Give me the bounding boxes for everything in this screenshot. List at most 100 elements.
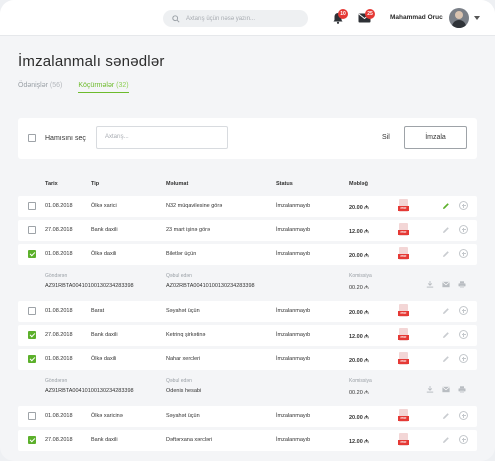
currency-symbol: ₼	[364, 253, 369, 259]
add-circle-icon[interactable]	[459, 201, 468, 210]
tab-label: Köçürmələr	[78, 82, 115, 89]
table-row[interactable]: 01.08.2018 Barat Səyahət üçün İmzalanmayıb 2…	[18, 301, 477, 322]
table-row[interactable]: 27.08.2018 Bank daxili 23 mart işinə görə İ…	[18, 220, 477, 241]
row-amount: 20.00 ₼	[349, 251, 369, 259]
mail-icon[interactable]	[442, 386, 450, 393]
top-bar: Axtarış üçün nəsə yazın... 10 25 Mahamma…	[0, 0, 495, 36]
table-row[interactable]: 27.08.2018 Bank daxili Ketrinq şirkətinə İm…	[18, 325, 477, 346]
add-circle-icon[interactable]	[459, 225, 468, 234]
tab-bar: Ödənişlər (56) Köçürmələr (32)	[18, 82, 129, 93]
row-date: 01.08.2018	[45, 251, 73, 257]
table-row[interactable]: 01.08.2018 Ölkə daxili Nahar xercleri İmzal…	[18, 349, 477, 370]
row-amount-value: 20.00	[349, 310, 363, 316]
row-checkbox[interactable]	[28, 250, 36, 258]
edit-pencil-icon[interactable]	[442, 250, 450, 258]
row-checkbox[interactable]	[28, 412, 36, 420]
row-checkbox[interactable]	[28, 307, 36, 315]
row-amount-value: 12.00	[349, 439, 363, 445]
print-icon[interactable]	[458, 386, 466, 393]
pdf-file-icon[interactable]: PDF	[398, 223, 409, 237]
delete-button[interactable]: Sil	[382, 134, 390, 141]
row-amount-value: 20.00	[349, 415, 363, 421]
add-circle-icon[interactable]	[459, 249, 468, 258]
currency-symbol: ₼	[364, 334, 369, 340]
receiver-label: Qəbul edən	[166, 273, 192, 279]
add-circle-icon[interactable]	[459, 354, 468, 363]
table-row[interactable]: 01.08.2018 Ölkə xaricinə Səyahət üçün İmzal…	[18, 406, 477, 427]
row-checkbox[interactable]	[28, 202, 36, 210]
edit-pencil-icon[interactable]	[442, 226, 450, 234]
pdf-file-icon[interactable]: PDF	[398, 433, 409, 447]
currency-symbol: ₼	[364, 285, 369, 291]
pdf-file-icon[interactable]: PDF	[398, 409, 409, 423]
row-status: İmzalanmayıb	[276, 356, 311, 362]
pdf-label: PDF	[398, 311, 409, 316]
avatar[interactable]	[449, 8, 469, 28]
table-row[interactable]: 01.08.2018 Ölkə daxili Biletlər üçün İmzala…	[18, 244, 477, 265]
sign-button[interactable]: İmzala	[404, 126, 467, 149]
global-search-input[interactable]: Axtarış üçün nəsə yazın...	[163, 10, 308, 27]
print-icon[interactable]	[458, 281, 466, 288]
row-info: N32 müqavilesine görə	[166, 203, 223, 209]
add-circle-icon[interactable]	[459, 330, 468, 339]
row-amount: 12.00 ₼	[349, 227, 369, 235]
row-type: Ölkə daxili	[91, 251, 117, 257]
commission-value: 00.20 ₼	[349, 388, 369, 396]
row-date: 27.08.2018	[45, 332, 73, 338]
pdf-label: PDF	[398, 359, 409, 364]
add-circle-icon[interactable]	[459, 435, 468, 444]
tab-count: (56)	[49, 82, 63, 89]
row-type: Ölkə xarici	[91, 203, 117, 209]
select-all-label: Hamısını seç	[45, 135, 86, 142]
row-status: İmzalanmayıb	[276, 203, 311, 209]
table-row[interactable]: 27.08.2018 Bank daxili Dəftərxana xərcləri…	[18, 430, 477, 451]
row-checkbox[interactable]	[28, 355, 36, 363]
column-header-type: Tip	[91, 181, 100, 187]
currency-symbol: ₼	[364, 205, 369, 211]
sender-account: AZ91RBTA00410100130234283398	[45, 388, 134, 394]
row-date: 01.08.2018	[45, 203, 73, 209]
edit-pencil-icon[interactable]	[442, 412, 450, 420]
row-amount-value: 12.00	[349, 229, 363, 235]
column-header-info: Məlumat	[166, 181, 189, 187]
tab-payments[interactable]: Ödənişlər (56)	[18, 82, 62, 93]
row-amount: 12.00 ₼	[349, 332, 369, 340]
edit-pencil-icon[interactable]	[442, 307, 450, 315]
row-checkbox[interactable]	[28, 226, 36, 234]
user-menu-chevron-down-icon[interactable]	[474, 16, 480, 20]
edit-pencil-icon[interactable]	[442, 436, 450, 444]
row-checkbox[interactable]	[28, 331, 36, 339]
download-icon[interactable]	[426, 281, 434, 288]
pdf-file-icon[interactable]: PDF	[398, 328, 409, 342]
row-date: 27.08.2018	[45, 227, 73, 233]
commission-label: Komissiya	[349, 378, 372, 384]
mail-icon[interactable]	[442, 281, 450, 288]
row-amount: 20.00 ₼	[349, 356, 369, 364]
filter-search-input[interactable]: Axtarış...	[96, 126, 228, 149]
add-circle-icon[interactable]	[459, 306, 468, 315]
row-checkbox[interactable]	[28, 436, 36, 444]
row-date: 01.08.2018	[45, 413, 73, 419]
edit-pencil-icon[interactable]	[442, 331, 450, 339]
pdf-file-icon[interactable]: PDF	[398, 304, 409, 318]
row-status: İmzalanmayıb	[276, 227, 311, 233]
tab-transfers[interactable]: Köçürmələr (32)	[78, 82, 129, 93]
row-info: Biletlər üçün	[166, 251, 197, 257]
column-header-amount: Məbləğ	[349, 181, 368, 187]
sender-label: Göndərən	[45, 273, 68, 279]
edit-pencil-icon[interactable]	[442, 202, 450, 210]
pdf-file-icon[interactable]: PDF	[398, 247, 409, 261]
table-row[interactable]: 01.08.2018 Ölkə xarici N32 müqavilesine gö…	[18, 196, 477, 217]
select-all-checkbox[interactable]	[28, 134, 36, 142]
add-circle-icon[interactable]	[459, 411, 468, 420]
messages-badge: 25	[365, 9, 375, 19]
pdf-file-icon[interactable]: PDF	[398, 352, 409, 366]
pdf-file-icon[interactable]: PDF	[398, 199, 409, 213]
pdf-label: PDF	[398, 254, 409, 259]
row-type: Bank daxili	[91, 437, 118, 443]
row-info: Səyahət üçün	[166, 308, 200, 314]
download-icon[interactable]	[426, 386, 434, 393]
edit-pencil-icon[interactable]	[442, 355, 450, 363]
user-name[interactable]: Mahammad Oruc	[390, 14, 443, 21]
row-amount: 20.00 ₼	[349, 413, 369, 421]
